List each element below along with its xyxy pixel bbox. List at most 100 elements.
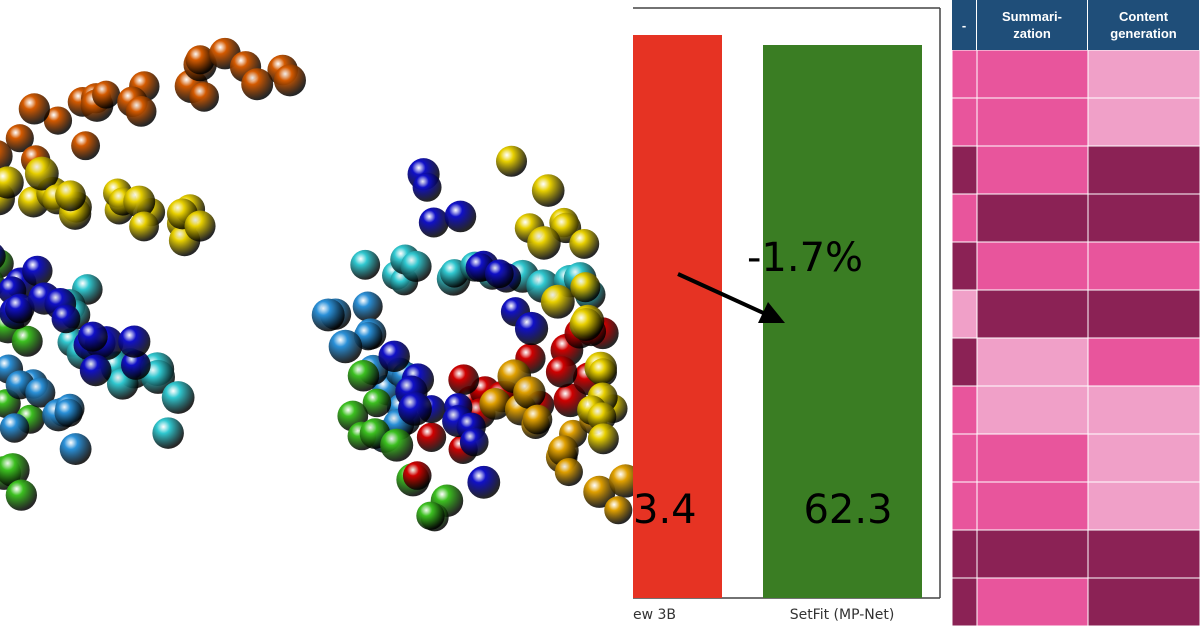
bar [763, 45, 922, 598]
heatmap-cell [1087, 433, 1200, 483]
atom-sphere [569, 228, 600, 259]
heatmap-cell [976, 577, 1089, 627]
heatmap-cell [951, 145, 978, 195]
atom-sphere [587, 423, 619, 455]
atom-sphere [5, 124, 34, 153]
atom-sphere [352, 291, 383, 322]
heatmap-cell [976, 529, 1089, 579]
atom-sphere [495, 145, 528, 177]
atom-sphere [380, 428, 414, 462]
heatmap-cell [1087, 145, 1200, 195]
atom-sphere [0, 140, 13, 172]
atom-sphere [0, 453, 30, 487]
atom-sphere [311, 298, 345, 332]
heatmap-cell [976, 337, 1089, 387]
heatmap-cell [976, 481, 1089, 531]
heatmap-cell [976, 385, 1089, 435]
atom-sphere [123, 185, 156, 218]
heatmap-cell [1087, 97, 1200, 147]
atom-sphere [129, 211, 159, 242]
atom-sphere [416, 501, 445, 530]
atom-sphere [125, 96, 157, 127]
atom-sphere [185, 45, 215, 75]
heatmap-cell [976, 433, 1089, 483]
bar [633, 35, 722, 598]
atom-sphere [59, 433, 92, 465]
heatmap-cell [1087, 241, 1200, 291]
heatmap-cell [976, 49, 1089, 99]
atom-sphere [587, 402, 617, 432]
heatmap-cell [951, 97, 978, 147]
arrow [677, 272, 771, 318]
heatmap-cell [951, 241, 978, 291]
atom-sphere [51, 304, 81, 334]
atom-sphere [448, 364, 480, 396]
atom-sphere [554, 457, 583, 487]
atom-sphere [241, 68, 274, 101]
heatmap-cell [1087, 289, 1200, 339]
bar-panel: 3.4 62.3 -1.7% ew 3B SetFit (MP-Net) [633, 0, 950, 630]
atom-sphere [55, 180, 86, 212]
atom-sphere [118, 325, 151, 358]
heatmap-cell [1087, 529, 1200, 579]
atom-sphere [0, 245, 6, 268]
value-label: 3.4 [633, 487, 697, 533]
atom-sphere [484, 259, 514, 289]
heatmap-cell [976, 289, 1089, 339]
heatmap-cell [951, 529, 978, 579]
annotation: -1.7% [747, 235, 863, 281]
atom-sphere [273, 64, 306, 97]
atom-sphere [540, 284, 575, 319]
atom-sphere [121, 350, 151, 380]
heatmap-cell [951, 433, 978, 483]
atom-sphere [54, 398, 83, 427]
heatmap [950, 0, 1200, 630]
atom-sphere [161, 381, 195, 414]
heatmap-cell [1087, 49, 1200, 99]
atom-sphere [11, 325, 43, 357]
molecule-renders [0, 37, 643, 532]
atom-sphere [24, 156, 59, 191]
column-header: Content generation [1088, 0, 1200, 50]
arrow-head [758, 302, 785, 323]
atom-sphere [531, 174, 565, 207]
heatmap-cell [951, 577, 978, 627]
atom-sphere [22, 255, 53, 287]
heatmap-cell [1087, 577, 1200, 627]
heatmap-cell [951, 49, 978, 99]
atom-sphere [402, 461, 432, 490]
atom-sphere [412, 172, 442, 202]
atom-sphere [459, 427, 489, 457]
heatmap-cell [951, 481, 978, 531]
atom-sphere [604, 496, 633, 525]
atom-sphere [189, 82, 219, 112]
atom-sphere [350, 249, 381, 280]
atom-sphere [152, 417, 184, 449]
atom-sphere [25, 377, 56, 408]
value-label: 62.3 [803, 487, 892, 533]
atom-sphere [588, 358, 617, 387]
x-tick-label: SetFit (MP-Net) [790, 607, 895, 623]
heatmap-cell [951, 289, 978, 339]
atom-sphere [347, 360, 380, 392]
atom-sphere [0, 166, 24, 199]
atom-sphere [5, 479, 37, 511]
atom-sphere [514, 311, 549, 346]
column-header: Summari- zation [977, 0, 1088, 50]
atom-sphere [18, 93, 50, 125]
heatmap-cell [1087, 337, 1200, 387]
atom-sphere [527, 226, 561, 260]
atom-sphere [79, 354, 112, 387]
atom-sphere [583, 475, 616, 508]
heatmap-cell [976, 145, 1089, 195]
atom-sphere [513, 376, 546, 409]
atom-sphere [569, 308, 603, 341]
atom-sphere [444, 200, 477, 233]
atom-sphere [328, 329, 363, 364]
atom-sphere [71, 131, 101, 161]
x-tick-label: ew 3B [633, 607, 676, 623]
heatmap-cell [951, 385, 978, 435]
heatmap-cell [1087, 385, 1200, 435]
